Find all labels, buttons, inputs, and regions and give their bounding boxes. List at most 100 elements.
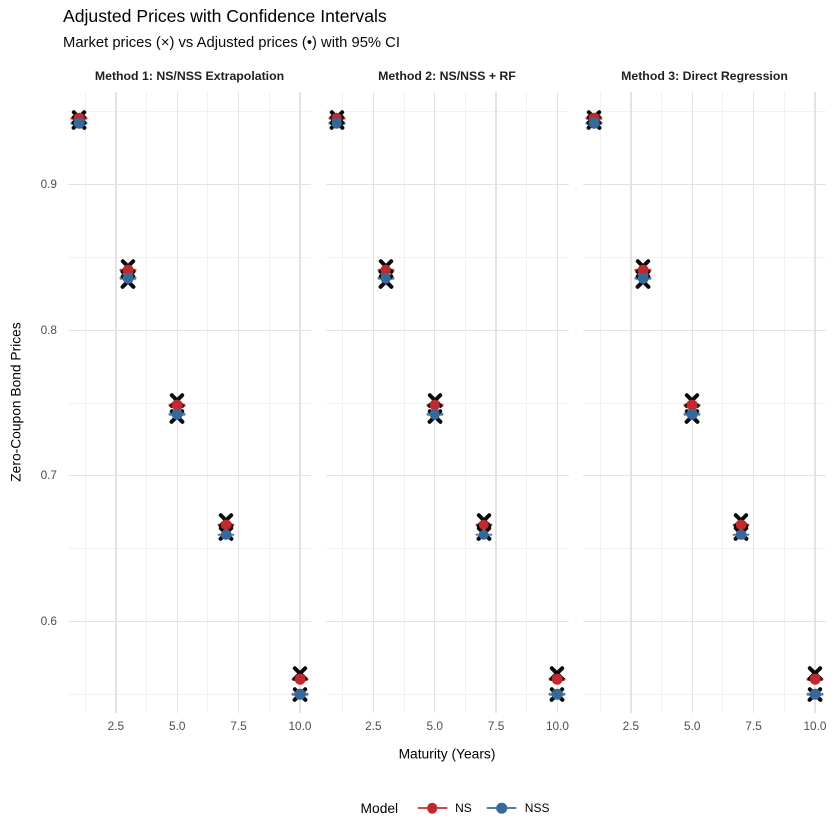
gridline-minor-y [325,256,569,258]
adjusted-dot-nss [809,688,821,700]
gridline-minor-x [599,92,601,713]
gridline-minor-x [268,92,270,713]
gridline-minor-y [583,256,826,258]
x-tick-label: 10.0 [288,719,312,733]
legend-title: Model [360,800,399,816]
adjusted-dot-nss [221,529,232,541]
adjusted-dot-ns [429,399,441,411]
point-icon [496,802,508,814]
gridline-minor-y [68,402,311,404]
adjusted-dot-nss [736,529,747,541]
gridline-minor-x [84,92,86,713]
gridline-major-y [68,329,311,331]
facet-panel [325,92,569,713]
y-tick-label: 0.7 [40,468,57,483]
facet-strip-label: Method 2: NS/NSS + RF [378,69,516,83]
gridline-minor-x [783,92,785,713]
gridline-major-x [115,92,117,713]
adjusted-dot-ns [380,265,391,276]
legend-item-ns: NS [417,800,472,816]
gridline-major-y [583,329,826,331]
adjusted-dot-ns [221,519,232,530]
gridline-major-y [325,183,569,186]
y-tick-label: 0.6 [40,614,57,629]
gridline-minor-x [526,92,528,713]
x-tick-label: 5.0 [169,719,186,733]
facet-strip-label: Method 3: Direct Regression [621,69,788,83]
x-tick-label: 2.5 [107,719,125,733]
chart-subtitle: Market prices (×) vs Adjusted prices (•)… [63,35,400,51]
adjusted-dot-ns [552,674,563,685]
x-tick-label: 10.0 [803,719,827,733]
gridline-major-x [752,92,755,713]
gridline-minor-x [207,92,209,713]
y-tick-label: 0.8 [40,322,57,337]
x-tick-label: 7.5 [745,719,762,733]
gridline-minor-x [342,92,344,713]
gridline-major-x [299,92,301,713]
gridline-minor-y [325,402,569,404]
adjusted-dot-ns [736,519,747,530]
x-tick-label: 5.0 [426,719,443,733]
point-icon [426,802,438,814]
gridline-major-x [495,92,497,713]
x-tick-label: 2.5 [365,719,382,733]
legend-key-ns-icon [417,800,448,816]
legend-label-ns: NS [455,801,472,815]
gridline-minor-y [325,548,569,550]
gridline-minor-y [68,693,311,695]
gridline-minor-y [325,693,569,695]
gridline-minor-y [583,693,826,695]
adjusted-dot-ns [171,399,183,411]
gridline-major-y [325,620,569,623]
gridline-major-y [583,475,826,477]
gridline-minor-x [464,92,466,713]
gridline-major-x [372,92,374,713]
x-tick-label: 7.5 [487,719,505,733]
adjusted-dot-nss [380,273,391,284]
gridline-minor-y [583,548,826,550]
adjusted-dot-ns [294,674,306,685]
gridline-minor-y [583,111,826,113]
x-tick-label: 10.0 [545,719,569,733]
adjusted-dot-nss [429,408,441,420]
gridline-minor-y [68,548,311,550]
gridline-minor-y [583,402,826,404]
adjusted-dot-nss [588,118,600,129]
gridline-major-x [630,92,632,713]
gridline-minor-x [661,92,663,713]
adjusted-dot-nss [331,118,342,129]
gridline-minor-x [722,92,724,713]
gridline-major-y [325,475,569,477]
gridline-major-y [325,329,569,331]
gridline-major-y [583,183,826,186]
adjusted-dot-nss [478,529,490,541]
gridline-major-y [583,620,826,623]
x-tick-label: 2.5 [622,719,640,733]
gridline-major-x [556,92,559,713]
gridline-major-y [68,183,311,186]
adjusted-dot-nss [294,688,306,700]
gridline-minor-y [325,111,569,113]
legend-item-nss: NSS [486,800,550,816]
facet-panel [583,92,826,713]
legend-key-nss-icon [486,800,517,816]
adjusted-dot-ns [637,265,649,276]
gridline-major-y [68,475,311,477]
adjusted-dot-ns [478,519,490,530]
gridline-minor-x [146,92,148,713]
gridline-major-x [814,92,816,713]
adjusted-dot-ns [809,674,821,685]
facet-panel [68,92,311,713]
y-tick-label: 0.9 [40,177,57,191]
gridline-minor-y [68,111,311,113]
gridline-major-x [237,92,240,713]
legend-label-nss: NSS [524,801,550,815]
adjusted-dot-nss [686,408,698,420]
adjusted-dot-nss [171,408,183,420]
gridline-minor-y [68,256,311,258]
gridline-minor-x [403,92,405,713]
x-tick-label: 5.0 [684,719,701,733]
y-axis-tick-labels: 0.9 0.8 0.7 0.6 [0,92,57,713]
